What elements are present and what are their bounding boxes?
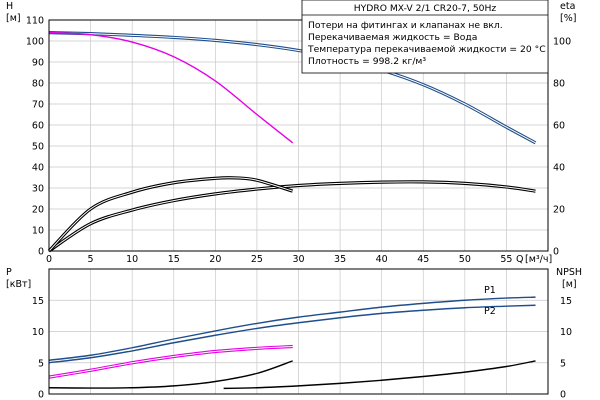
lower-plot-frame <box>48 268 549 395</box>
y2-tick-label: 40 <box>553 163 565 174</box>
x-axis-label-q: Q <box>516 254 523 265</box>
lower-series-2-line <box>48 344 293 379</box>
legend-title: HYDRO MX-V 2/1 CR20-7, 50Hz <box>354 3 497 14</box>
x-tick-label: 35 <box>334 254 346 265</box>
p-tick-label: 10 <box>32 327 44 338</box>
lower-grid <box>48 269 548 395</box>
x-tick-label: 5 <box>88 254 94 265</box>
y-tick-label: 60 <box>32 121 44 132</box>
p-tick-label: 15 <box>32 296 44 307</box>
upper-series-3-line-inner <box>48 177 293 252</box>
x-tick-label: 50 <box>459 254 471 265</box>
lower-series-0-p1-line <box>48 296 536 361</box>
x-tick-label: 15 <box>168 254 180 265</box>
npsh-tick-label: 0 <box>560 390 566 400</box>
x-tick-label: 0 <box>46 254 52 265</box>
upper-series-0-line-inner <box>48 32 536 144</box>
npsh-tick-label: 5 <box>560 358 566 369</box>
x-tick-label: 30 <box>292 254 304 265</box>
p-tick-label: 5 <box>38 358 44 369</box>
y-tick-label: 0 <box>38 247 44 258</box>
y-tick-label: 30 <box>32 184 44 195</box>
lower-series-4-line <box>223 360 536 390</box>
legend-box <box>301 0 549 74</box>
y2-axis-unit-npsh: [м] <box>562 279 577 290</box>
x-tick-label: 25 <box>251 254 263 265</box>
y2-tick-label: 100 <box>553 37 571 48</box>
p-tick-label: 0 <box>38 390 44 400</box>
x-tick-label: 10 <box>126 254 138 265</box>
x-tick-label: 55 <box>500 254 512 265</box>
y2-tick-label: 0 <box>553 247 559 258</box>
y2-axis-unit-eta: [%] <box>560 13 576 24</box>
y-axis-label-p: P <box>6 267 12 278</box>
y-tick-label: 40 <box>32 163 44 174</box>
y-tick-label: 80 <box>32 79 44 90</box>
y-tick-label: 100 <box>26 37 44 48</box>
y2-axis-label-eta: eta <box>560 1 575 12</box>
upper-series-2-line-inner <box>48 181 536 252</box>
legend-note-1: Потери на фитингах и клапанах не вкл. <box>308 20 503 31</box>
npsh-tick-label: 15 <box>560 296 572 307</box>
y-tick-label: 110 <box>26 16 44 27</box>
upper-series-1-line <box>48 31 294 144</box>
y2-axis-label-npsh: NPSH <box>556 267 582 278</box>
y2-tick-label: 20 <box>553 205 565 216</box>
npsh-tick-label: 10 <box>560 327 572 338</box>
y2-tick-label: 60 <box>553 121 565 132</box>
tick-labels: 0 5 10 15 20 25 30 35 40 45 50 55010203040506070809… <box>26 16 572 400</box>
y-tick-label: 20 <box>32 205 44 216</box>
legend-note-4: Плотность = 998.2 кг/м³ <box>308 56 426 67</box>
y-tick-label: 70 <box>32 100 44 111</box>
y-tick-label: 10 <box>32 226 44 237</box>
y-tick-label: 90 <box>32 58 44 69</box>
y-axis-label-h: H <box>6 1 13 12</box>
x-axis-unit-q: [м³/ч] <box>525 254 552 265</box>
x-tick-label: 20 <box>209 254 221 265</box>
y-axis-unit-h: [м] <box>6 13 21 24</box>
x-tick-label: 45 <box>417 254 429 265</box>
legend-note-3: Температура перекачиваемой жидкости = 20… <box>307 44 546 55</box>
x-tick-label: 40 <box>376 254 388 265</box>
lower-series-1-p2-line <box>48 304 536 364</box>
y2-tick-label: 80 <box>553 79 565 90</box>
y-tick-label: 50 <box>32 142 44 153</box>
legend-note-2: Перекачиваемая жидкость = Вода <box>308 32 477 43</box>
lower-series-3-line <box>48 360 293 389</box>
curves <box>47 31 537 390</box>
series-label-p2: P2 <box>484 306 496 317</box>
lower-series-2-line-inner <box>48 346 293 378</box>
y-axis-unit-p: [кВт] <box>6 279 31 290</box>
upper-plot-frame <box>48 19 549 252</box>
series-label-p1: P1 <box>484 285 496 296</box>
